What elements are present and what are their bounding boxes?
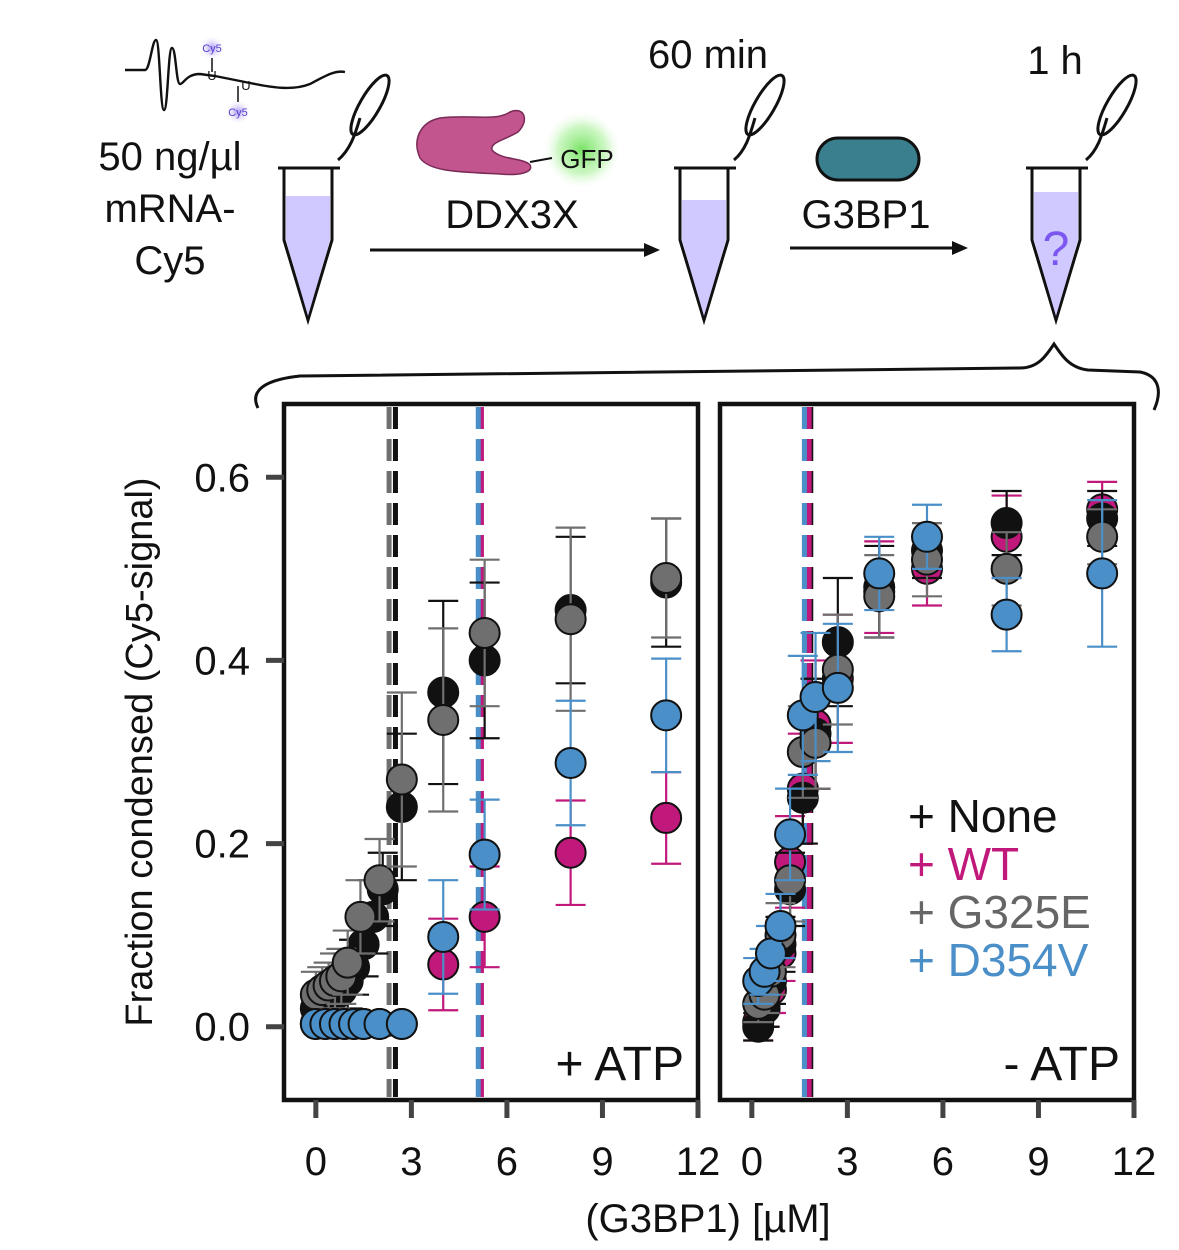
- tube-icon: [674, 73, 786, 326]
- uridine-label-top: U: [207, 68, 216, 83]
- concentration-line-2: mRNA-: [104, 187, 235, 231]
- x-axis-label: (G3BP1) [µM]: [585, 1197, 830, 1241]
- arrow-icon: [790, 241, 968, 255]
- x-tick-label: 0: [741, 1140, 763, 1184]
- x-tick-label: 0: [305, 1140, 327, 1184]
- data-point-g325e: [385, 763, 418, 796]
- x-tick-label: 9: [591, 1140, 613, 1184]
- x-tick-label: 12: [1112, 1140, 1157, 1184]
- y-axis-label: Fraction condensed (Cy5-signal): [119, 477, 161, 1026]
- gfp-label: GFP: [560, 144, 613, 174]
- data-point-d354v: [990, 598, 1023, 631]
- data-point-d354v: [911, 520, 943, 553]
- data-point-g325e: [427, 703, 460, 736]
- panel-frame: [281, 401, 701, 1103]
- data-point-g325e: [344, 900, 377, 933]
- schematic: Cy5 Cy5 U U 50 ng/µl mRNA- Cy5 GFP DDX3X: [98, 33, 1160, 411]
- data-point-d354v: [774, 818, 807, 851]
- mrna-icon: Cy5 Cy5 U U: [125, 35, 346, 125]
- legend-entry: + G325E: [908, 886, 1091, 938]
- panel-frame: [717, 401, 1137, 1103]
- data-point-d354v: [1086, 557, 1119, 590]
- cy5-label-top: Cy5: [202, 43, 222, 55]
- data-point-g325e: [554, 603, 587, 636]
- legend-entry: + D354V: [908, 934, 1089, 986]
- ddx3x-label: DDX3X: [445, 193, 578, 237]
- uridine-label-bottom: U: [241, 78, 250, 93]
- panel-plus-atp: 0 3 6 9 12 + ATP: [281, 401, 721, 1184]
- data-point-wt: [650, 801, 683, 834]
- x-tick-label: 6: [932, 1140, 954, 1184]
- x-tick-label: 9: [1027, 1140, 1049, 1184]
- data-point-wt: [554, 836, 587, 869]
- data-point-d354v: [554, 746, 587, 779]
- data-point-d354v: [650, 699, 683, 732]
- concentration-line-3: Cy5: [134, 239, 205, 283]
- series-d354v: [299, 657, 683, 1040]
- y-tick-label: 0.0: [194, 1006, 250, 1050]
- y-tick-label: 0.4: [194, 639, 250, 683]
- data-point-g325e: [468, 616, 501, 649]
- cy5-label-bottom: Cy5: [228, 107, 248, 119]
- data-point-d354v: [863, 557, 896, 590]
- data-point-d354v: [468, 838, 501, 871]
- x-tick-label: 3: [836, 1140, 858, 1184]
- x-tick-label: 12: [676, 1140, 721, 1184]
- data-point-d354v: [764, 910, 797, 942]
- legend-entry: + WT: [908, 838, 1019, 890]
- brace-icon: [254, 341, 1160, 411]
- panel-label: - ATP: [1004, 1038, 1120, 1091]
- panel-minus-atp: 0 3 6 9 12 - ATP: [717, 401, 1157, 1184]
- series-d354v: [742, 499, 1119, 1005]
- g3bp1-label: G3BP1: [802, 193, 931, 237]
- concentration-line-1: 50 ng/µl: [98, 135, 241, 179]
- x-tick-label: 3: [400, 1140, 422, 1184]
- chart: 0 3 6 9 12 + ATP 0 3 6 9 12 - ATP 0.0 0.2 0.4 0.6 Fra…: [119, 401, 1157, 1241]
- series-g325e: [299, 517, 683, 1019]
- g3bp1-protein-icon: G3BP1: [802, 136, 931, 237]
- tube-icon: ?: [1026, 73, 1138, 326]
- ddx3x-gfp-icon: GFP DDX3X: [416, 109, 622, 237]
- question-mark: ?: [1043, 223, 1070, 276]
- data-point-d354v: [821, 671, 854, 704]
- data-point-d354v: [385, 1007, 418, 1040]
- legend-entry: + None: [908, 790, 1058, 842]
- panel-label: + ATP: [555, 1038, 684, 1091]
- data-point-g325e: [363, 864, 396, 897]
- data-point-g325e: [331, 946, 364, 979]
- y-tick-label: 0.6: [194, 456, 250, 500]
- data-point-g325e: [650, 562, 683, 594]
- arrow-icon: [370, 243, 660, 257]
- data-point-d354v: [427, 920, 460, 953]
- x-tick-label: 6: [496, 1140, 518, 1184]
- time-label-60min: 60 min: [648, 33, 768, 77]
- tube-icon: [278, 73, 391, 326]
- legend: + None+ WT+ G325E+ D354V: [908, 790, 1091, 986]
- y-axis: 0.0 0.2 0.4 0.6: [194, 456, 284, 1050]
- y-tick-label: 0.2: [194, 823, 250, 867]
- time-label-1h: 1 h: [1027, 39, 1083, 83]
